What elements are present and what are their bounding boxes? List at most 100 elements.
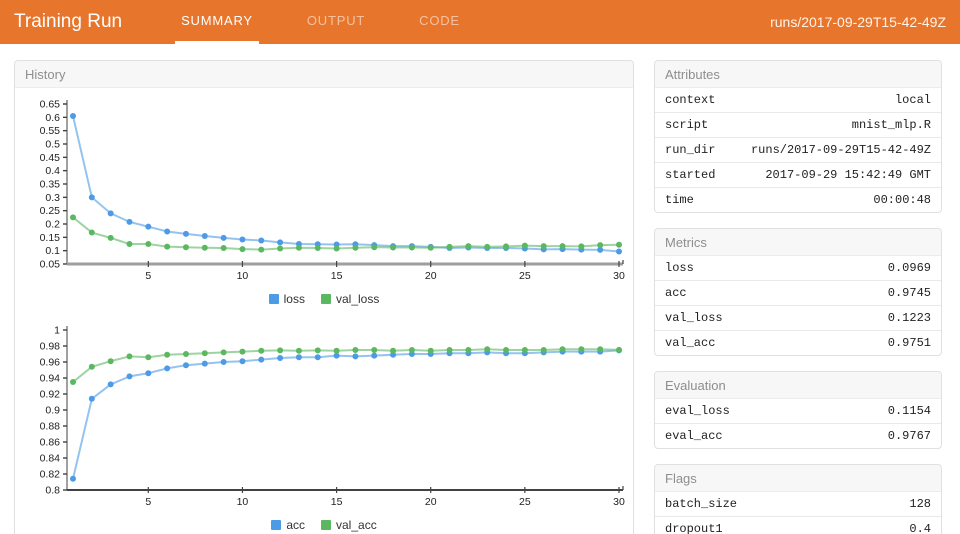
- loss-chart-legend: loss val_loss: [23, 291, 625, 314]
- svg-text:5: 5: [145, 270, 151, 282]
- table-row: eval_acc 0.9767: [655, 423, 941, 448]
- svg-text:20: 20: [425, 270, 437, 282]
- row-key: loss: [665, 261, 694, 275]
- svg-text:0.15: 0.15: [40, 232, 61, 244]
- loss-chart: 0.05 0.1 0.15 0.2 0.25 0.3 0.35 0.4 0.45 0.5 0.55 0…: [15, 88, 633, 314]
- svg-text:0.94: 0.94: [40, 373, 61, 385]
- row-value: 0.9751: [887, 336, 931, 350]
- tab-bar: SUMMARY OUTPUT CODE: [154, 0, 487, 44]
- legend-item[interactable]: loss: [268, 292, 305, 306]
- table-row: eval_loss 0.1154: [655, 399, 941, 423]
- row-key: val_loss: [665, 311, 723, 325]
- table-row: started 2017-09-29 15:42:49 GMT: [655, 162, 941, 187]
- svg-text:20: 20: [425, 496, 437, 508]
- table-row: run_dir runs/2017-09-29T15-42-49Z: [655, 137, 941, 162]
- svg-text:0.35: 0.35: [40, 179, 61, 191]
- legend-item[interactable]: acc: [271, 518, 305, 532]
- row-value: 0.9767: [887, 429, 931, 443]
- metrics-card: Metrics loss 0.0969 acc 0.9745 val_loss 0.122…: [654, 228, 942, 356]
- svg-text:10: 10: [237, 496, 249, 508]
- legend-swatch-icon: [320, 294, 331, 304]
- svg-text:15: 15: [331, 270, 343, 282]
- accuracy-chart: 0.8 0.82 0.84 0.86 0.88 0.9 0.92 0.94 0.96 0.98 1 5…: [15, 314, 633, 534]
- svg-text:0.45: 0.45: [40, 152, 61, 164]
- row-value: 0.4: [909, 522, 931, 534]
- row-value: 00:00:48: [873, 193, 931, 207]
- flags-rows: batch_size 128 dropout1 0.4: [655, 492, 941, 534]
- svg-text:0.6: 0.6: [45, 112, 60, 124]
- table-row: script mnist_mlp.R: [655, 112, 941, 137]
- svg-text:0.92: 0.92: [40, 389, 61, 401]
- legend-swatch-icon: [268, 294, 279, 304]
- row-key: dropout1: [665, 522, 723, 534]
- svg-text:0.05: 0.05: [40, 259, 61, 271]
- svg-text:0.2: 0.2: [45, 219, 60, 231]
- history-card: History 0.05 0.1 0.15 0.2 0.25 0.3 0.35 0.4 0.45…: [14, 60, 634, 534]
- run-directory-label: runs/2017-09-29T15-42-49Z: [770, 14, 946, 30]
- accuracy-chart-plot: 0.80.820.840.860.880.90.920.940.960.9815…: [40, 325, 625, 509]
- table-row: batch_size 128: [655, 492, 941, 516]
- row-key: started: [665, 168, 716, 182]
- accuracy-chart-legend: acc val_acc: [23, 517, 625, 534]
- history-column: History 0.05 0.1 0.15 0.2 0.25 0.3 0.35 0.4 0.45…: [14, 60, 634, 534]
- table-row: val_acc 0.9751: [655, 330, 941, 355]
- row-key: eval_loss: [665, 404, 730, 418]
- svg-text:25: 25: [519, 270, 531, 282]
- attributes-card-title: Attributes: [655, 61, 941, 88]
- row-key: context: [665, 93, 716, 107]
- svg-text:10: 10: [237, 270, 249, 282]
- legend-label: val_loss: [335, 292, 380, 306]
- row-value: 0.9745: [887, 286, 931, 300]
- evaluation-card: Evaluation eval_loss 0.1154 eval_acc 0.9767: [654, 371, 942, 449]
- flags-card: Flags batch_size 128 dropout1 0.4: [654, 464, 942, 534]
- svg-text:1: 1: [54, 325, 60, 337]
- flags-card-title: Flags: [655, 465, 941, 492]
- legend-label: acc: [286, 518, 305, 532]
- svg-text:30: 30: [613, 496, 625, 508]
- svg-text:30: 30: [613, 270, 625, 282]
- row-key: run_dir: [665, 143, 716, 157]
- history-card-title: History: [15, 61, 633, 88]
- tab-summary[interactable]: SUMMARY: [175, 0, 259, 44]
- loss-chart-plot: 0.050.10.150.20.250.30.350.40.450.50.550…: [40, 99, 625, 283]
- table-row: time 00:00:48: [655, 187, 941, 212]
- row-key: eval_acc: [665, 429, 723, 443]
- row-value: 2017-09-29 15:42:49 GMT: [765, 168, 931, 182]
- svg-text:0.3: 0.3: [45, 192, 60, 204]
- evaluation-card-title: Evaluation: [655, 372, 941, 399]
- table-row: acc 0.9745: [655, 280, 941, 305]
- row-value: 128: [909, 497, 931, 511]
- svg-text:0.25: 0.25: [40, 205, 61, 217]
- row-value: local: [894, 93, 931, 107]
- row-value: mnist_mlp.R: [851, 118, 931, 132]
- table-row: val_loss 0.1223: [655, 305, 941, 330]
- svg-text:0.84: 0.84: [40, 453, 61, 465]
- content: History 0.05 0.1 0.15 0.2 0.25 0.3 0.35 0.4 0.45…: [0, 44, 960, 534]
- legend-label: loss: [283, 292, 305, 306]
- svg-text:0.1: 0.1: [45, 245, 60, 257]
- table-row: context local: [655, 88, 941, 112]
- svg-text:0.86: 0.86: [40, 437, 61, 449]
- tab-code[interactable]: CODE: [419, 13, 460, 28]
- svg-text:0.82: 0.82: [40, 469, 61, 481]
- evaluation-rows: eval_loss 0.1154 eval_acc 0.9767: [655, 399, 941, 448]
- legend-item[interactable]: val_loss: [320, 292, 380, 306]
- row-key: time: [665, 193, 694, 207]
- svg-text:0.8: 0.8: [45, 485, 60, 497]
- svg-text:15: 15: [331, 496, 343, 508]
- metrics-rows: loss 0.0969 acc 0.9745 val_loss 0.1223 val_acc…: [655, 256, 941, 355]
- row-key: acc: [665, 286, 687, 300]
- attributes-card: Attributes context local script mnist_mlp.R…: [654, 60, 942, 213]
- row-key: script: [665, 118, 709, 132]
- svg-text:0.55: 0.55: [40, 125, 61, 137]
- attributes-rows: context local script mnist_mlp.R run_dir runs…: [655, 88, 941, 212]
- legend-item[interactable]: val_acc: [321, 518, 377, 532]
- row-key: batch_size: [665, 497, 738, 511]
- svg-text:5: 5: [145, 496, 151, 508]
- row-value: 0.0969: [887, 261, 931, 275]
- table-row: loss 0.0969: [655, 256, 941, 280]
- svg-text:0.4: 0.4: [45, 165, 60, 177]
- table-row: dropout1 0.4: [655, 516, 941, 534]
- svg-text:25: 25: [519, 496, 531, 508]
- tab-output[interactable]: OUTPUT: [306, 13, 366, 28]
